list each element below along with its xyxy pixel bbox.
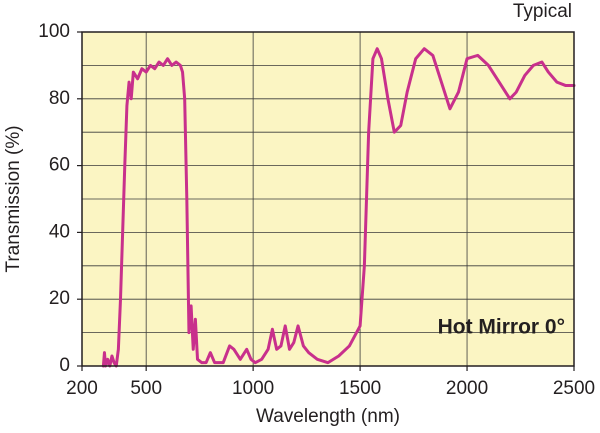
y-tick-label: 80 <box>49 88 70 109</box>
data-line <box>101 47 576 368</box>
y-axis-label: Transmission (%) <box>3 125 24 272</box>
plot-frame <box>81 31 575 367</box>
y-tick-label: 60 <box>49 155 70 176</box>
x-tick-label: 2500 <box>553 378 595 399</box>
x-tick-label: 200 <box>66 378 98 399</box>
y-tick-label: 40 <box>49 221 70 242</box>
y-tick-label: 0 <box>59 355 70 376</box>
y-tick-label: 100 <box>38 21 70 42</box>
chart-title: Typical <box>513 1 572 22</box>
x-tick-label: 1500 <box>339 378 381 399</box>
annotation: Hot Mirror 0° <box>438 316 565 339</box>
x-tick-label: 2000 <box>446 378 488 399</box>
x-tick-label: 1000 <box>232 378 274 399</box>
y-tick-label: 20 <box>49 288 70 309</box>
x-axis-label: Wavelength (nm) <box>256 406 400 427</box>
x-tick-label: 500 <box>130 378 162 399</box>
